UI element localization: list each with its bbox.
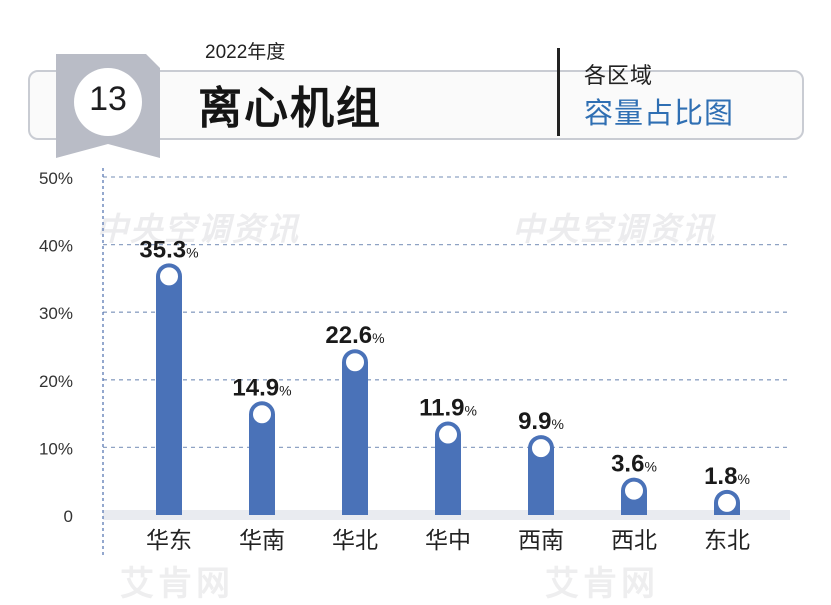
bar (249, 401, 275, 515)
x-tick-label: 华南 (239, 528, 285, 554)
bar-marker (250, 402, 274, 427)
data-label: 11.9% (419, 395, 477, 422)
watermark-right: 中央空调资讯 (512, 210, 717, 248)
y-tick-label: 40% (39, 237, 73, 256)
watermark-left: 中央空调资讯 (96, 210, 301, 248)
bar-marker (529, 436, 553, 461)
x-tick-label: 华中 (425, 528, 471, 554)
data-label: 22.6% (325, 322, 384, 349)
x-tick-label: 华东 (146, 528, 192, 554)
x-tick-label: 华北 (332, 528, 378, 554)
badge-number: 13 (89, 80, 127, 118)
y-tick-label: 20% (39, 372, 73, 391)
x-tick-label: 西南 (518, 528, 564, 554)
bar-marker (343, 350, 367, 375)
year-label: 2022年度 (205, 42, 286, 63)
subtitle-chart-type: 容量占比图 (584, 96, 735, 130)
y-tick-label: 50% (39, 169, 73, 188)
bar-marker (436, 422, 460, 447)
data-label: 14.9% (232, 374, 291, 401)
x-tick-label: 西北 (611, 528, 657, 554)
y-tick-label: 10% (39, 439, 73, 458)
bar-marker (157, 264, 181, 289)
bar-marker (715, 490, 739, 515)
bar (342, 349, 368, 515)
data-label: 9.9% (518, 408, 564, 435)
subtitle-region: 各区域 (584, 64, 654, 89)
page-title: 离心机组 (198, 83, 382, 134)
number-badge (56, 54, 160, 158)
y-tick-label: 30% (39, 304, 73, 323)
x-tick-label: 东北 (704, 528, 750, 554)
bar (435, 421, 461, 515)
bar-marker (622, 478, 646, 503)
y-tick-label: 0 (64, 507, 73, 526)
data-label: 1.8% (704, 463, 750, 490)
data-label: 35.3% (139, 236, 198, 263)
bar (156, 263, 182, 515)
header-divider (557, 48, 560, 136)
data-label: 3.6% (611, 451, 657, 478)
